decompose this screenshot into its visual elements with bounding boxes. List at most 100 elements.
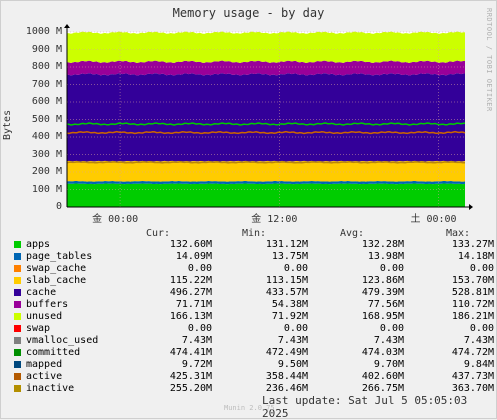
area-slab_cache	[67, 160, 465, 182]
legend-name: apps	[26, 239, 51, 250]
legend-min-value: 54.38M	[271, 299, 308, 310]
legend-max-value: 133.27M	[451, 239, 494, 250]
legend-cur-value: 255.20M	[169, 383, 212, 394]
legend-swatch	[14, 289, 21, 296]
legend-min-value: 13.75M	[271, 251, 308, 262]
legend-name: active	[26, 371, 63, 382]
legend-swatch	[14, 253, 21, 260]
y-tick-label: 100 M	[31, 183, 62, 195]
legend-cur-value: 132.60M	[169, 239, 212, 250]
legend-avg-value: 123.86M	[361, 275, 404, 286]
last-update: Last update: Sat Jul 5 05:05:03 2025	[262, 394, 468, 420]
legend-swatch	[14, 325, 21, 332]
y-axis-arrow	[64, 24, 70, 28]
legend-swatch	[14, 241, 21, 248]
legend-row: unused 166.13M 71.92M 168.95M 186.21M	[14, 311, 494, 323]
legend-min-value: 71.92M	[271, 311, 308, 322]
legend-row: inactive 255.20M 236.46M 266.75M 363.70M	[14, 383, 494, 395]
legend-swatch	[14, 265, 21, 272]
legend-max-value: 14.18M	[457, 251, 494, 262]
legend-max-value: 0.00	[469, 323, 494, 334]
y-tick-label: 0	[55, 201, 62, 212]
legend-max-value: 528.81M	[451, 287, 494, 298]
legend-cur-value: 166.13M	[169, 311, 212, 322]
legend-swatch	[14, 385, 21, 392]
y-tick-label: 300 M	[31, 148, 62, 160]
legend-row: slab_cache 115.22M 113.15M 123.86M 153.70M	[14, 275, 494, 287]
legend-header-avg: Avg:	[340, 228, 365, 239]
y-tick-label: 1000 M	[25, 26, 62, 37]
legend-max-value: 474.72M	[451, 347, 494, 358]
legend-cur-value: 71.71M	[175, 299, 212, 310]
area-cache	[67, 73, 465, 162]
legend-max-value: 153.70M	[451, 275, 494, 286]
legend-swatch	[14, 301, 21, 308]
y-tick-label: 900 M	[31, 43, 62, 55]
legend-name: unused	[26, 311, 63, 322]
legend-name: vmalloc_used	[26, 335, 99, 346]
y-tick-label: 400 M	[31, 131, 62, 142]
legend-row: vmalloc_used 7.43M 7.43M 7.43M 7.43M	[14, 335, 494, 347]
legend-name: inactive	[26, 383, 75, 394]
legend-name: swap	[26, 323, 51, 334]
legend-cur-value: 496.27M	[169, 287, 212, 298]
legend-header-max: Max:	[446, 228, 471, 239]
legend-row: committed 474.41M 472.49M 474.03M 474.72M	[14, 347, 494, 359]
legend-cur-value: 474.41M	[169, 347, 212, 358]
legend-row: active 425.31M 358.44M 402.60M 437.73M	[14, 371, 494, 383]
legend-name: mapped	[26, 359, 63, 370]
legend-min-value: 7.43M	[277, 335, 308, 346]
legend-row: cache 496.27M 433.57M 479.39M 528.81M	[14, 287, 494, 299]
legend-min-value: 472.49M	[265, 347, 308, 358]
legend-name: page_tables	[26, 251, 93, 262]
x-axis-arrow	[469, 204, 473, 210]
legend-cur-value: 425.31M	[169, 371, 212, 382]
legend-max-value: 0.00	[469, 263, 494, 274]
x-tick-label: 土 00:00	[410, 214, 457, 225]
legend-cur-value: 0.00	[187, 263, 212, 274]
legend-min-value: 0.00	[283, 263, 308, 274]
legend-swatch	[14, 361, 21, 368]
legend-name: buffers	[26, 299, 69, 310]
legend-row: buffers 71.71M 54.38M 77.56M 110.72M	[14, 299, 494, 311]
legend-max-value: 363.70M	[451, 383, 494, 394]
legend-row: page_tables 14.09M 13.75M 13.98M 14.18M	[14, 251, 494, 263]
legend-avg-value: 266.75M	[361, 383, 404, 394]
chart-title: Memory usage - by day	[172, 6, 325, 20]
legend-swatch	[14, 313, 21, 320]
legend-row: apps 132.60M 131.12M 132.28M 133.27M	[14, 239, 494, 251]
legend-swatch	[14, 349, 21, 356]
area-apps	[67, 183, 465, 207]
legend-avg-value: 13.98M	[367, 251, 404, 262]
legend-swatch	[14, 337, 21, 344]
legend-cur-value: 0.00	[187, 323, 212, 334]
y-tick-label: 200 M	[31, 166, 62, 177]
legend-min-value: 113.15M	[265, 275, 308, 286]
y-tick-label: 800 M	[31, 61, 62, 72]
legend-row: swap_cache 0.00 0.00 0.00 0.00	[14, 263, 494, 275]
line-active	[66, 130, 466, 135]
legend-name: swap_cache	[26, 263, 87, 274]
y-tick-label: 700 M	[31, 78, 62, 90]
legend-header-cur: Cur:	[146, 228, 171, 239]
legend-name: cache	[26, 287, 57, 298]
legend-cur-value: 115.22M	[169, 275, 212, 286]
legend-header-min: Min:	[242, 228, 267, 239]
legend-min-value: 236.46M	[265, 383, 308, 394]
legend-avg-value: 9.70M	[373, 359, 404, 370]
line-committed	[66, 122, 466, 126]
munin-version: Munin 2.0.75	[224, 404, 275, 412]
legend-max-value: 9.84M	[463, 359, 494, 370]
legend-min-value: 9.50M	[277, 359, 308, 370]
legend-avg-value: 77.56M	[367, 299, 404, 310]
legend-name: committed	[26, 347, 81, 358]
legend-min-value: 358.44M	[265, 371, 308, 382]
line-inactive	[66, 161, 466, 164]
rrdtool-credit: RRDTOOL / TOBI OETIKER	[485, 8, 493, 112]
legend-cur-value: 14.09M	[175, 251, 212, 262]
legend-avg-value: 0.00	[379, 263, 404, 274]
legend-max-value: 186.21M	[451, 311, 494, 322]
y-tick-label: 500 M	[31, 113, 62, 125]
legend-avg-value: 0.00	[379, 323, 404, 334]
